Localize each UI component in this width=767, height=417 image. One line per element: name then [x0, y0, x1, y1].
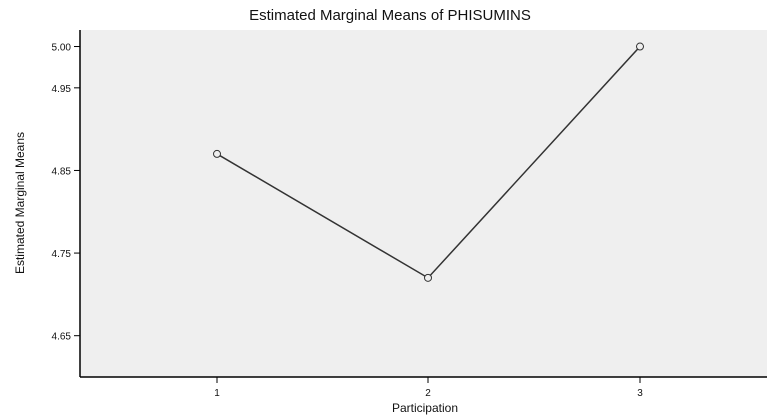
plot-area	[80, 30, 767, 377]
x-tick-label: 2	[425, 388, 431, 399]
x-tick-label: 1	[214, 388, 220, 399]
y-tick-label: 5.00	[52, 43, 72, 54]
y-axis-ticks: 4.65 4.75 4.85 4.95 5.00	[52, 43, 80, 343]
x-tick-label: 3	[637, 388, 643, 399]
y-axis-label: Estimated Marginal Means	[13, 132, 27, 274]
y-tick-label: 4.85	[52, 166, 72, 177]
x-axis-ticks: 1 2 3	[214, 377, 643, 399]
series-layer	[213, 42, 644, 282]
data-point	[424, 273, 432, 282]
y-tick-label: 4.95	[52, 84, 72, 95]
y-tick-label: 4.75	[52, 249, 72, 260]
chart-title: Estimated Marginal Means of PHISUMINS	[249, 7, 531, 24]
y-tick-label: 4.65	[52, 332, 72, 343]
x-axis-label: Participation	[392, 401, 458, 415]
data-point	[213, 149, 221, 158]
data-point	[636, 42, 644, 51]
